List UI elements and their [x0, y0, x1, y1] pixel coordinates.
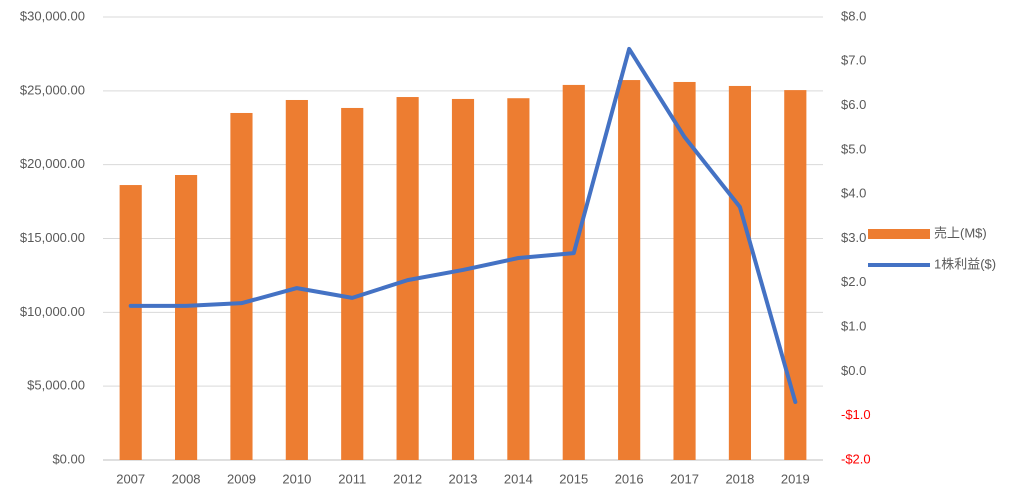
x-tick-label: 2014	[504, 471, 533, 486]
y2-tick-label: -$1.0	[841, 407, 871, 422]
y-tick-label: $10,000.00	[20, 304, 85, 319]
y2-tick-label: $1.0	[841, 319, 866, 334]
bar	[673, 81, 696, 461]
x-tick-label: 2013	[449, 471, 478, 486]
y2-tick-label: $7.0	[841, 53, 866, 68]
x-tick-label: 2012	[393, 471, 422, 486]
bar	[507, 98, 530, 460]
y2-tick-label: $6.0	[841, 97, 866, 112]
x-tick-label: 2019	[781, 471, 810, 486]
y2-tick-label: $0.0	[841, 363, 866, 378]
x-tick-label: 2010	[282, 471, 311, 486]
bar	[230, 112, 253, 460]
x-tick-label: 2008	[172, 471, 201, 486]
x-tick-label: 2015	[559, 471, 588, 486]
y-tick-label: $15,000.00	[20, 230, 85, 245]
bar	[618, 80, 641, 461]
legend-swatch	[868, 229, 930, 239]
bar	[119, 185, 142, 460]
x-tick-label: 2007	[116, 471, 145, 486]
y2-tick-label: $4.0	[841, 186, 866, 201]
legend-label: 売上(M$)	[934, 225, 987, 240]
y-tick-label: $5,000.00	[27, 378, 85, 393]
y2-tick-label: $3.0	[841, 230, 866, 245]
bar	[451, 98, 475, 460]
x-tick-label: 2018	[725, 471, 754, 486]
line	[128, 46, 798, 404]
y2-tick-label: $2.0	[841, 274, 866, 289]
y2-tick-label: $8.0	[841, 8, 866, 23]
bar	[728, 85, 751, 461]
y-tick-label: $0.00	[52, 451, 85, 466]
y-tick-label: $20,000.00	[20, 156, 85, 171]
y2-tick-label: $5.0	[841, 141, 866, 156]
x-tick-label: 2009	[227, 471, 256, 486]
y2-tick-label: -$2.0	[841, 451, 871, 466]
bar	[341, 107, 364, 460]
x-tick-label: 2017	[670, 471, 699, 486]
bar	[175, 175, 198, 460]
x-tick-label: 2016	[615, 471, 644, 486]
bar	[784, 90, 807, 460]
bar	[562, 84, 585, 460]
x-tick-label: 2011	[338, 471, 366, 486]
legend-label: 1株利益($)	[934, 256, 996, 271]
y-tick-label: $25,000.00	[20, 82, 85, 97]
bar	[285, 99, 308, 460]
y-tick-label: $30,000.00	[20, 8, 85, 23]
